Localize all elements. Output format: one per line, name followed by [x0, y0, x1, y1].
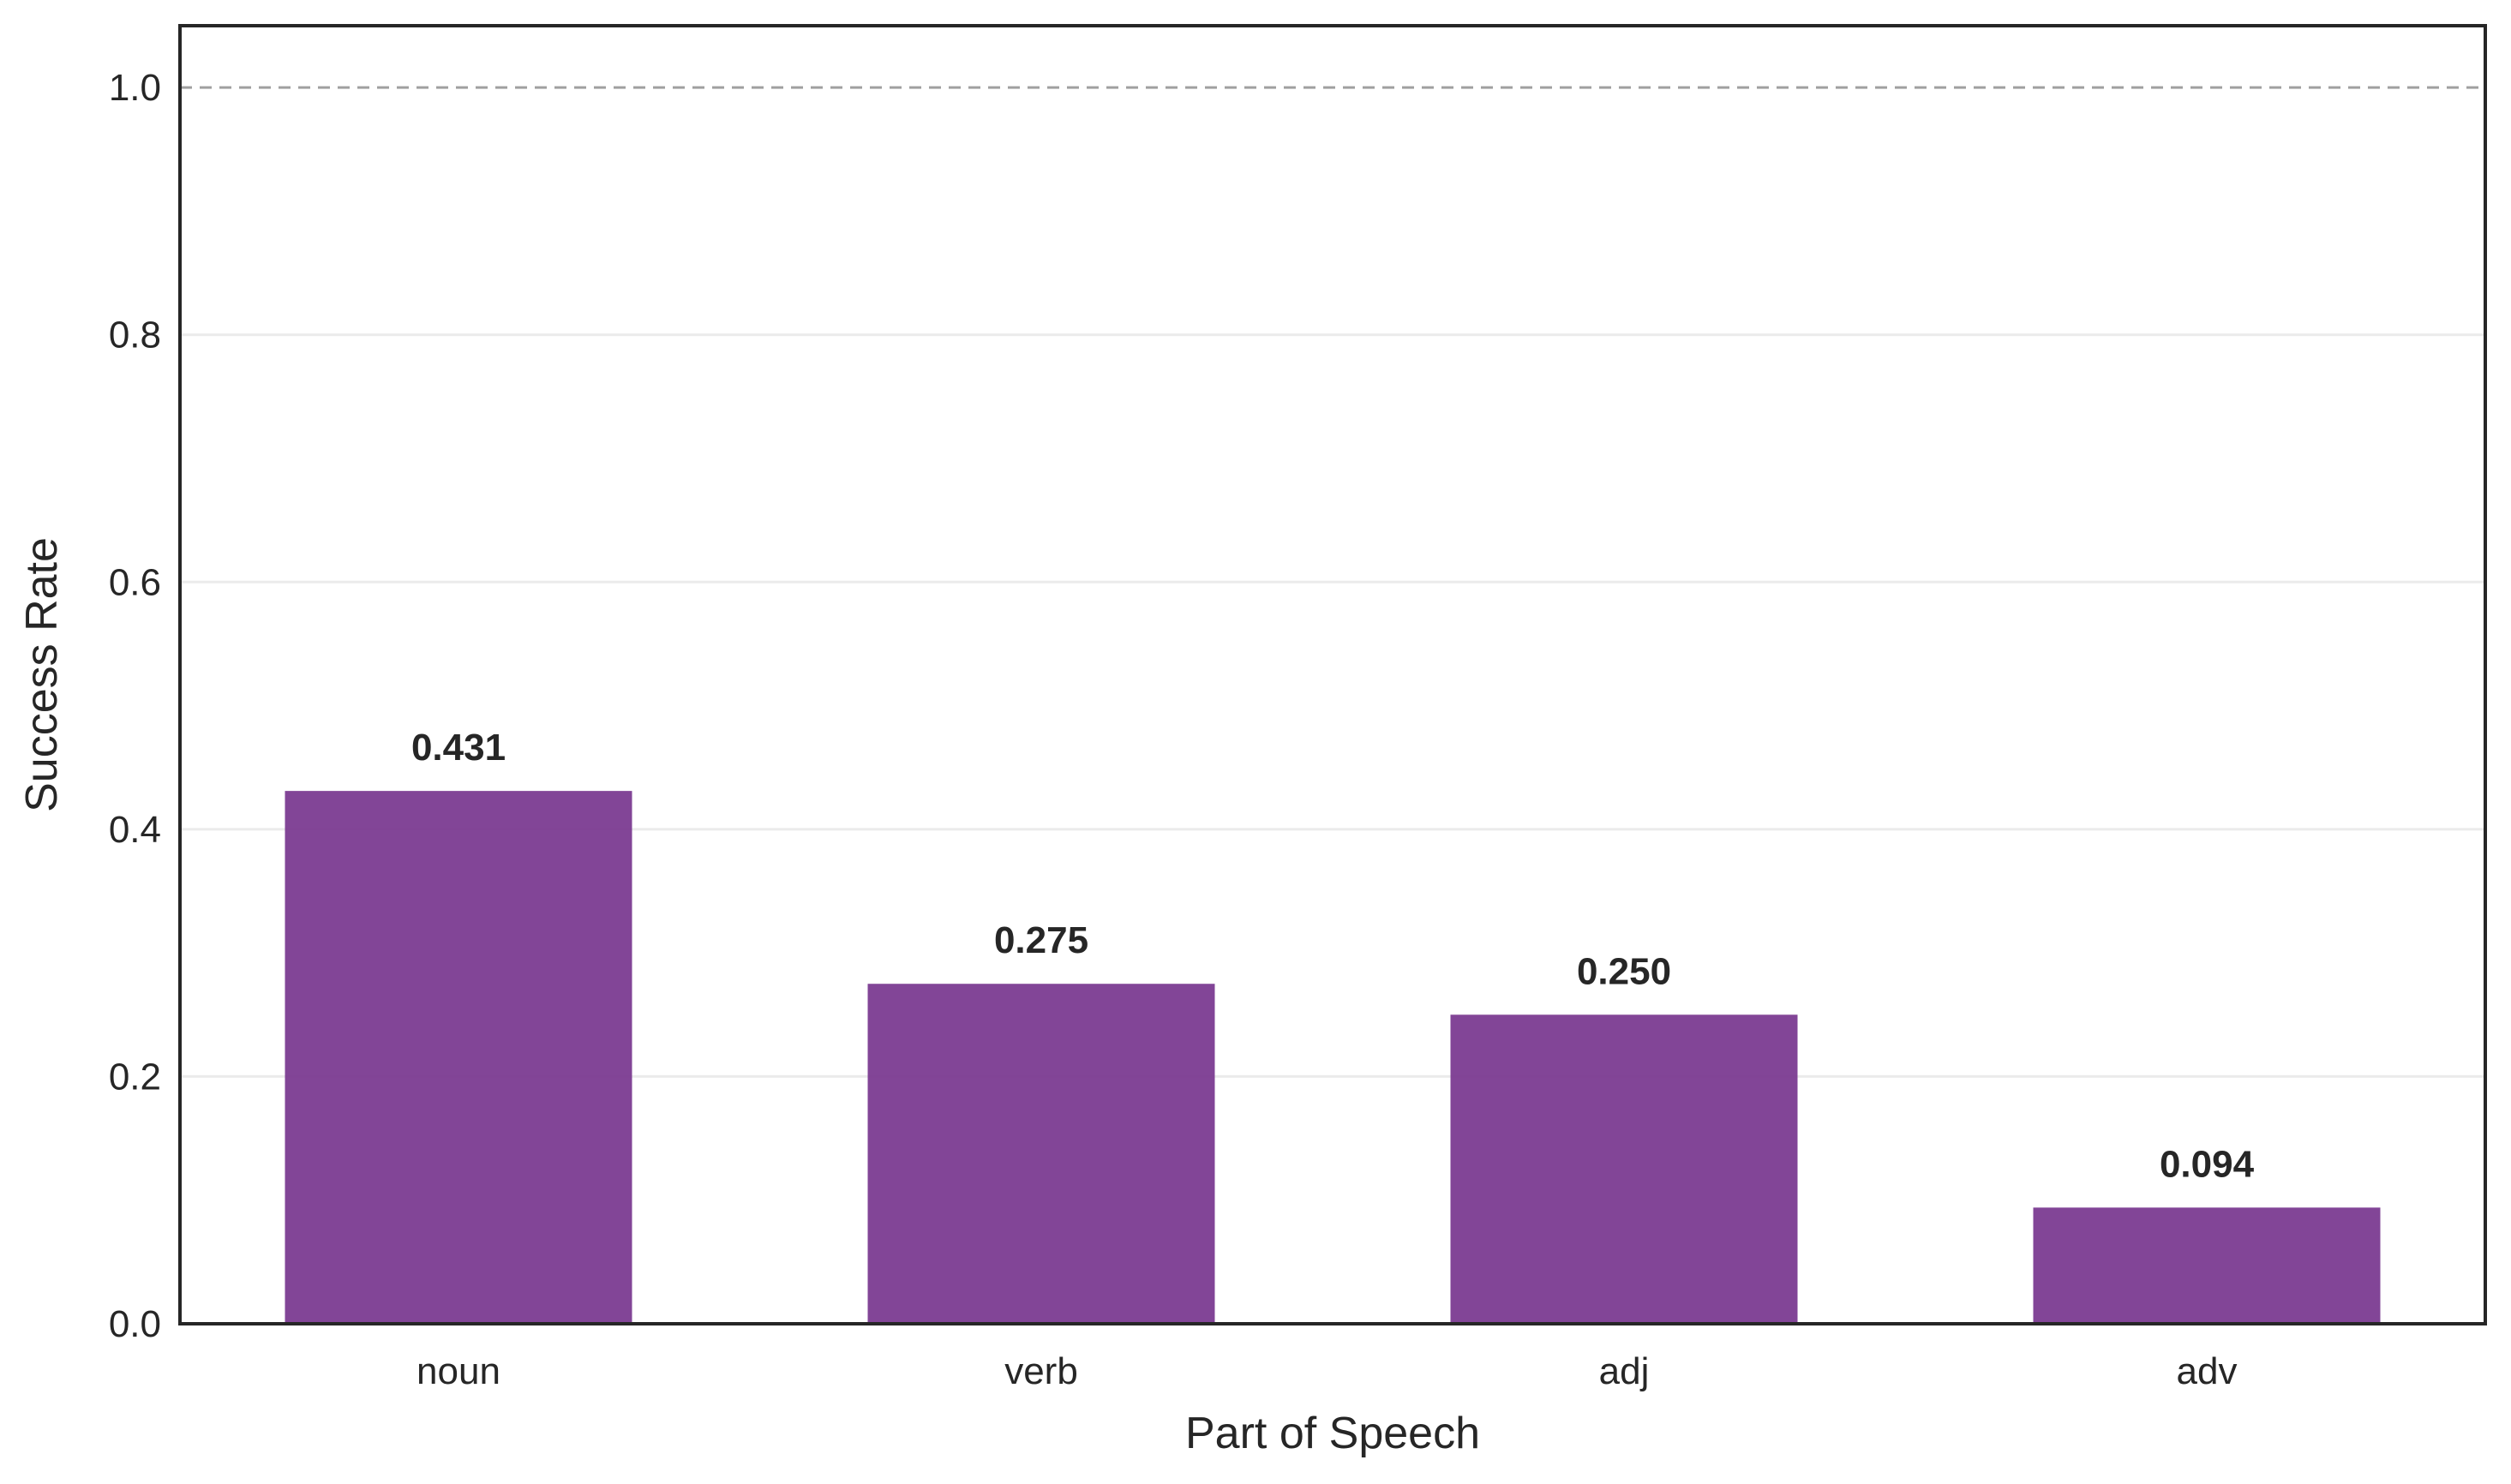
bar-noun — [285, 791, 632, 1324]
y-tick-label: 0.8 — [109, 314, 161, 356]
y-ticks: 0.0 0.2 0.4 0.6 0.8 1.0 — [109, 67, 161, 1345]
bars — [285, 791, 2381, 1324]
value-label-verb: 0.275 — [994, 919, 1088, 961]
x-tick-label-adj: adj — [1599, 1350, 1650, 1392]
y-axis-label: Success Rate — [17, 537, 67, 812]
plot-frame — [178, 24, 2487, 1325]
x-tick-label-noun: noun — [417, 1350, 500, 1392]
value-label-noun: 0.431 — [411, 727, 506, 769]
x-tick-label-adv: adv — [2177, 1350, 2238, 1392]
y-tick-label: 0.0 — [109, 1303, 161, 1345]
y-tick-label: 0.4 — [109, 809, 161, 851]
y-tick-label: 0.2 — [109, 1056, 161, 1098]
bar-adj — [1450, 1014, 1798, 1324]
y-tick-label: 0.6 — [109, 561, 161, 603]
bar-verb — [867, 984, 1215, 1324]
value-label-adj: 0.250 — [1577, 950, 1671, 992]
x-tick-label-verb: verb — [1004, 1350, 1078, 1392]
value-labels: 0.431 0.275 0.250 0.094 — [411, 727, 2255, 1185]
x-axis-label: Part of Speech — [1185, 1409, 1480, 1458]
value-label-adv: 0.094 — [2160, 1143, 2255, 1185]
y-tick-label: 1.0 — [109, 67, 161, 109]
bar-adv — [2033, 1207, 2381, 1324]
x-ticks: noun verb adj adv — [417, 1350, 2237, 1392]
